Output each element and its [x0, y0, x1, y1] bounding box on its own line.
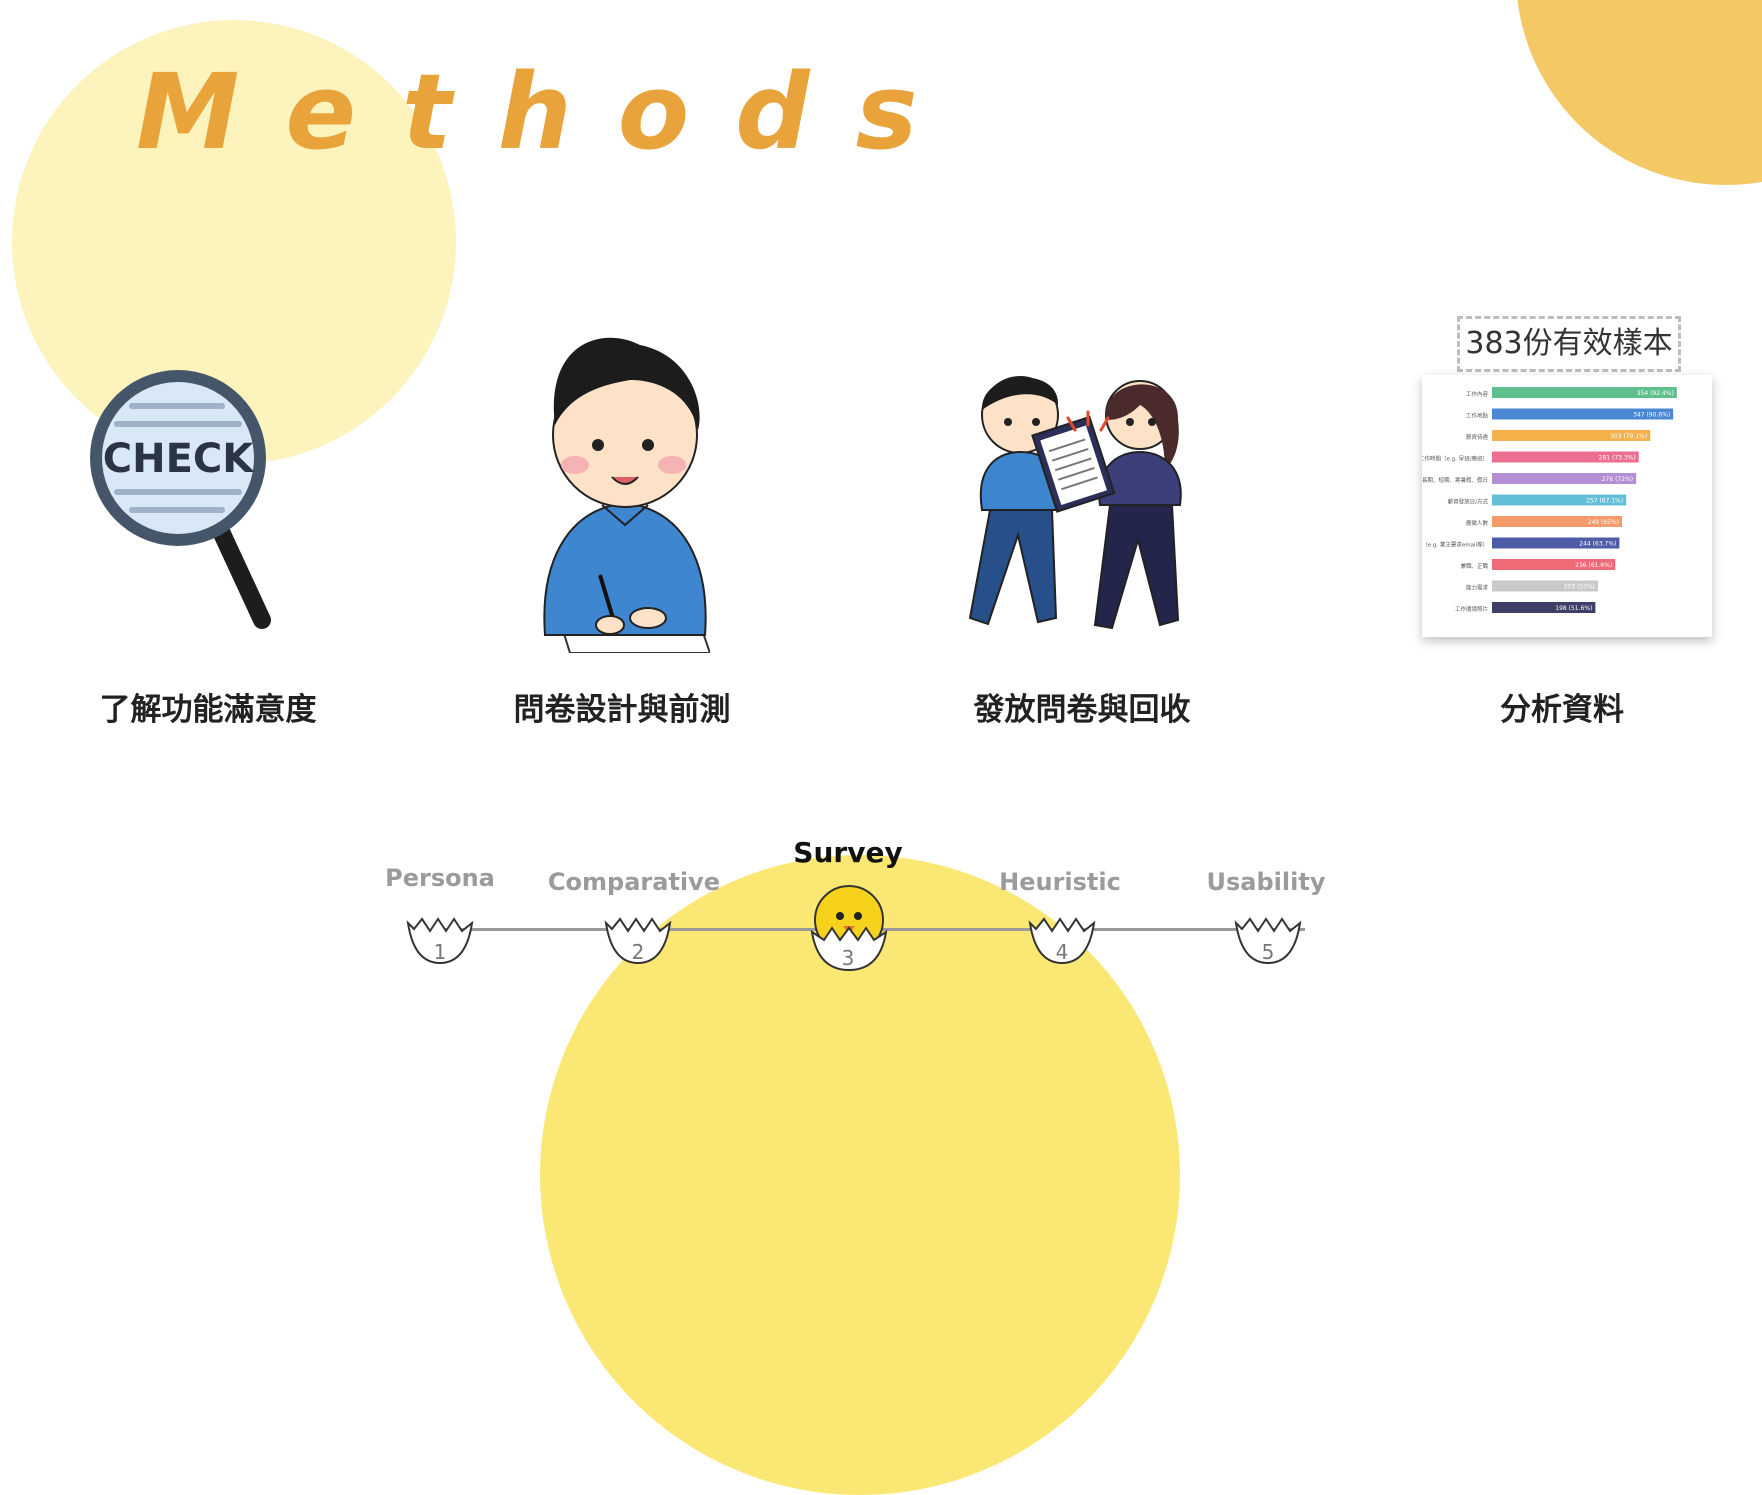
bar — [1492, 430, 1651, 441]
step-label-4: 分析資料 — [1500, 692, 1624, 728]
bar-value-label: 347 (90.6%) — [1633, 412, 1670, 419]
timeline-num-2: 2 — [631, 940, 645, 964]
bar-value-label: 276 (72%) — [1602, 476, 1633, 483]
bar — [1492, 559, 1616, 570]
bar-category-label: 兼職、正職 — [1460, 562, 1488, 570]
timeline-num-5: 5 — [1261, 940, 1275, 964]
bar-value-label: 281 (73.3%) — [1599, 455, 1636, 462]
page-title: Methods — [136, 51, 964, 173]
check-text: CHECK — [103, 436, 256, 482]
bar — [1492, 387, 1677, 398]
sample-count-label: 383份有效樣本 — [1457, 316, 1681, 372]
bar — [1492, 473, 1637, 484]
bar-category-label: 工作環境照片 — [1455, 605, 1488, 613]
timeline-label-persona[interactable]: Persona — [385, 864, 495, 892]
bar-value-label: 244 (63.7%) — [1579, 541, 1616, 548]
bar-category-label: 工作時間（e.g. 早班/晚班） — [1422, 455, 1488, 463]
bar — [1492, 602, 1596, 613]
step-label-1: 了解功能滿意度 — [99, 692, 317, 728]
timeline-node-2-egg-icon[interactable] — [602, 893, 674, 965]
timeline-label-heuristic[interactable]: Heuristic — [999, 868, 1121, 896]
timeline-node-5-egg-icon[interactable] — [1232, 893, 1304, 965]
bar-category-label: 應徵人數 — [1466, 519, 1489, 527]
bar-category-label: 工作內容 — [1466, 390, 1489, 398]
background-circle-left — [12, 20, 456, 464]
bar-category-label: 工作地點 — [1466, 412, 1489, 420]
timeline-label-survey[interactable]: Survey — [793, 836, 903, 869]
bar-category-label: 薪資發放日/方式 — [1448, 498, 1489, 506]
bar — [1492, 537, 1620, 549]
timeline-node-3-chick-icon[interactable] — [806, 872, 892, 972]
timeline-num-4: 4 — [1055, 940, 1069, 964]
timeline-num-1: 1 — [433, 940, 447, 964]
bar-chart: 工作內容 354 (92.4%) 工作地點 347 (90.6%) 薪資待遇 303 (7… — [1400, 387, 1677, 613]
bar-value-label: 198 (51.6%) — [1555, 605, 1592, 612]
bar-value-label: 257 (67.1%) — [1586, 498, 1623, 505]
bar — [1492, 451, 1639, 463]
bar-category-label: 能力需求 — [1466, 584, 1489, 592]
bar-value-label: 354 (92.4%) — [1637, 390, 1674, 397]
step-label-2: 問卷設計與前測 — [513, 692, 731, 728]
bar-value-label: 303 (79.1%) — [1610, 433, 1647, 440]
timeline-label-comparative[interactable]: Comparative — [547, 868, 721, 896]
person-writing-icon — [543, 337, 710, 653]
timeline-node-1-egg-icon[interactable] — [404, 893, 476, 965]
bar-category-label: 長期、短期、寒暑假、假日 — [1422, 476, 1488, 484]
bar-value-label: 236 (61.6%) — [1575, 562, 1612, 569]
timeline-node-4-egg-icon[interactable] — [1026, 893, 1098, 965]
bar-category-label: 薪資待遇 — [1466, 433, 1489, 441]
background-circle-top-right — [1516, 0, 1762, 185]
bar — [1492, 516, 1623, 527]
step-label-3: 發放問卷與回收 — [973, 692, 1191, 728]
timeline-num-3: 3 — [841, 946, 855, 970]
magnifier-check-icon: CHECK — [90, 370, 271, 629]
timeline-label-usability[interactable]: Usability — [1206, 868, 1326, 896]
chart-card: 工作內容 354 (92.4%) 工作地點 347 (90.6%) 薪資待遇 303 (7… — [1400, 375, 1712, 637]
bar — [1492, 494, 1627, 506]
survey-interview-icon — [968, 376, 1182, 630]
bar — [1492, 408, 1674, 420]
bar — [1492, 580, 1599, 592]
bar-value-label: 249 (65%) — [1588, 519, 1619, 526]
bar-category-label: 聯絡方式（e.g. 業主要求email等） — [1422, 541, 1488, 549]
bar-value-label: 203 (53%) — [1564, 584, 1595, 591]
